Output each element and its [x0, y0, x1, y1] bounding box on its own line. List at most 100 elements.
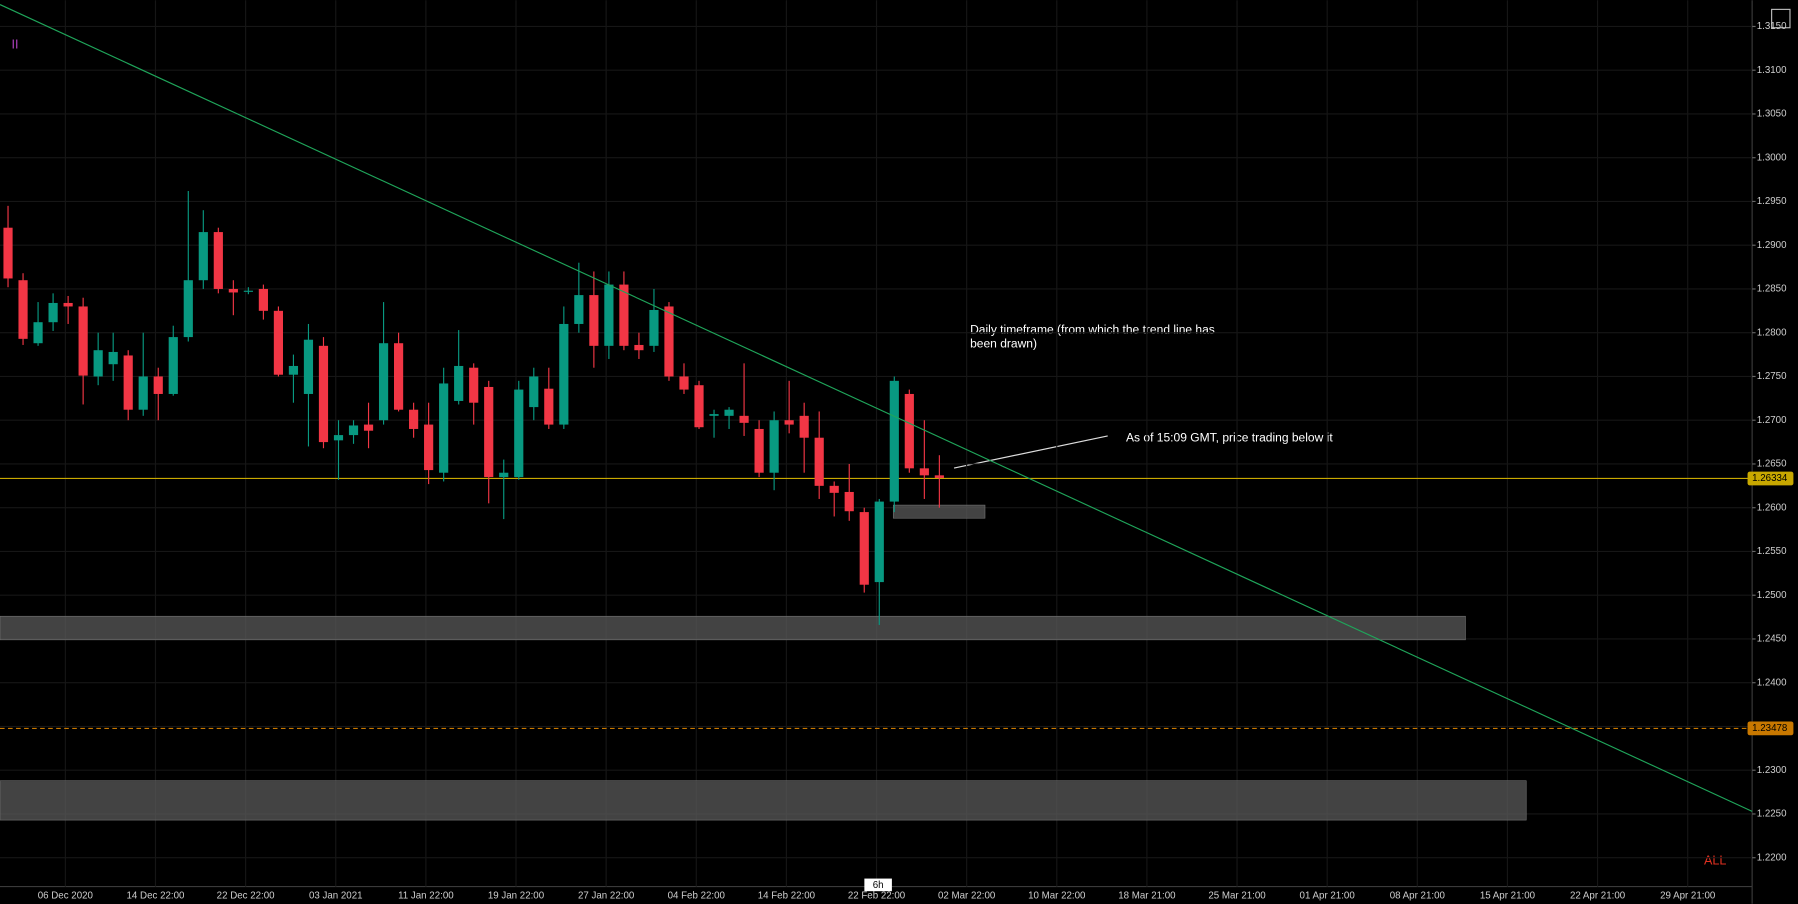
candle-body	[183, 280, 193, 338]
y-tick-label: 1.2700	[1757, 415, 1787, 426]
x-tick-label: 25 Mar 21:00	[1208, 890, 1266, 901]
candle-body	[288, 365, 299, 375]
y-tick-label: 1.2500	[1757, 590, 1787, 601]
price-tag-label: 1.26334	[1752, 473, 1788, 484]
candle-body	[919, 468, 929, 476]
candle-body	[258, 288, 268, 311]
candle-body	[799, 415, 809, 438]
y-tick-label: 1.2600	[1757, 502, 1787, 513]
candle-body	[168, 337, 178, 394]
x-tick-label: 03 Jan 2021	[309, 890, 363, 901]
candle-body	[784, 420, 794, 425]
candle-body	[243, 290, 253, 292]
candle-body	[213, 232, 223, 289]
candle-body	[78, 306, 88, 376]
candle-body	[378, 343, 389, 421]
price-tag	[1747, 721, 1794, 736]
candle-body	[574, 295, 584, 324]
candle-body	[769, 420, 779, 473]
y-tick-label: 1.3150	[1757, 21, 1787, 32]
y-tick-label: 1.2200	[1757, 852, 1787, 863]
price-tag	[1747, 471, 1794, 486]
candle-body	[754, 428, 764, 473]
candle-body	[63, 302, 73, 307]
x-tick-label: 18 Mar 21:00	[1118, 890, 1176, 901]
candle-body	[33, 322, 43, 344]
x-tick-label: 27 Jan 22:00	[578, 890, 635, 901]
annotation-arrow	[953, 435, 1108, 469]
candle-body	[439, 383, 449, 473]
candle-body	[529, 376, 539, 408]
candle-body	[3, 227, 13, 279]
x-tick-label: 14 Dec 22:00	[127, 890, 185, 901]
candle-body	[829, 485, 839, 493]
y-tick-label: 1.3100	[1757, 65, 1787, 76]
candle-body	[454, 365, 464, 401]
candle-body	[333, 435, 344, 441]
candle-body	[814, 437, 824, 486]
y-tick-label: 1.2750	[1757, 371, 1787, 382]
x-tick-label: 02 Mar 22:00	[938, 890, 996, 901]
x-tick-label: 06 Dec 2020	[38, 890, 94, 901]
candle-body	[123, 355, 133, 410]
candle-body	[363, 424, 374, 431]
y-tick-label: 1.2550	[1757, 546, 1787, 557]
x-tick-label: 14 Feb 22:00	[758, 890, 816, 901]
candle-body	[18, 280, 28, 339]
annotation: been drawn)	[970, 336, 1037, 350]
candle-body	[934, 475, 944, 478]
candle-body	[273, 310, 284, 375]
x-tick-label: 29 Apr 21:00	[1660, 890, 1716, 901]
trend-line	[0, 4, 1753, 812]
y-tick-label: 1.2400	[1757, 677, 1787, 688]
candle-body	[138, 376, 148, 410]
candle-body	[649, 309, 659, 346]
candle-body	[739, 415, 749, 423]
candle-body	[303, 339, 314, 394]
range-button[interactable]: ALL	[1704, 854, 1726, 868]
candle-body	[93, 350, 103, 377]
candle-body	[318, 345, 329, 443]
candle-body	[679, 376, 689, 390]
y-tick-label: 1.2800	[1757, 327, 1787, 338]
indicator: II	[11, 37, 18, 51]
y-tick-label: 1.2250	[1757, 809, 1787, 820]
x-tick-label: 11 Jan 22:00	[398, 890, 454, 901]
candle-body	[694, 385, 704, 428]
candle-body	[874, 501, 884, 583]
candle-body	[709, 414, 719, 416]
candle-body	[348, 425, 359, 436]
y-tick-label: 1.2950	[1757, 196, 1787, 207]
y-tick-label: 1.2450	[1757, 634, 1787, 645]
zone	[0, 780, 1527, 821]
x-tick-label: 08 Apr 21:00	[1390, 890, 1446, 901]
x-tick-label: 22 Feb 22:00	[848, 890, 906, 901]
candle-body	[469, 367, 479, 403]
y-tick-label: 1.2300	[1757, 765, 1787, 776]
x-tick-label: 01 Apr 21:00	[1300, 890, 1356, 901]
popout-button[interactable]	[1771, 8, 1791, 29]
candle-body	[589, 295, 599, 346]
x-tick-label: 15 Apr 21:00	[1480, 890, 1536, 901]
y-tick-label: 1.2650	[1757, 459, 1787, 470]
candle-body	[604, 284, 614, 346]
x-tick-label: 04 Feb 22:00	[668, 890, 726, 901]
candle-body	[198, 232, 208, 281]
candle-body	[544, 388, 554, 425]
candle-body	[48, 302, 58, 323]
candle-body	[664, 306, 674, 377]
candle-body	[228, 288, 238, 293]
annotation: As of 15:09 GMT, price trading below it	[1126, 430, 1333, 444]
x-tick-label: 10 Mar 22:00	[1028, 890, 1086, 901]
y-tick-label: 1.3000	[1757, 152, 1787, 163]
candle-body	[514, 389, 524, 478]
candle-body	[724, 409, 734, 416]
candle-body	[424, 424, 434, 471]
y-tick-label: 1.3050	[1757, 109, 1787, 120]
annotation: Daily timeframe (from which the trend li…	[970, 323, 1215, 337]
candle-body	[484, 386, 494, 478]
candle-body	[559, 323, 569, 425]
candle-body	[859, 512, 869, 585]
